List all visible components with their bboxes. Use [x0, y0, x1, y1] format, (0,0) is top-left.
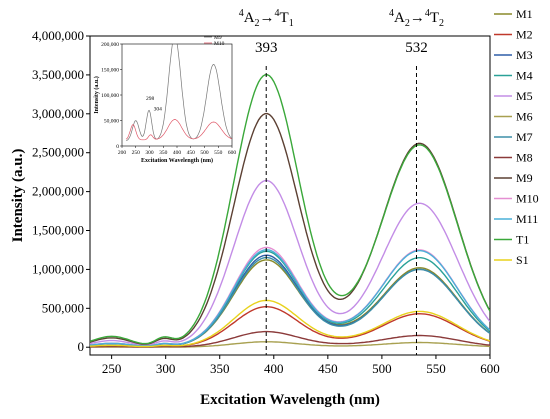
- inset-y-tick-label: 200,000: [101, 42, 119, 48]
- x-tick-label: 400: [264, 361, 284, 376]
- x-tick-label: 500: [372, 361, 392, 376]
- inset-x-tick-label: 600: [228, 150, 237, 156]
- inset-x-tick-label: 500: [200, 150, 209, 156]
- y-tick-label: 2,500,000: [32, 145, 84, 160]
- legend-label-m11: M11: [516, 212, 538, 226]
- y-tick-label: 2,000,000: [32, 184, 84, 199]
- x-tick-label: 350: [210, 361, 230, 376]
- series-line-m10: [90, 246, 490, 347]
- inset-x-axis-title: Excitation Wavelength (nm): [141, 157, 213, 164]
- legend-label-m3: M3: [516, 48, 533, 62]
- series-line-s1: [90, 299, 490, 348]
- y-tick-label: 3,500,000: [32, 67, 84, 82]
- series-line-m4: [90, 250, 490, 347]
- inset-frame: [121, 43, 233, 147]
- legend-label-m6: M6: [516, 110, 533, 124]
- inset-legend-label-m10: M10: [214, 41, 225, 47]
- inset-series-line-m9: [125, 43, 232, 141]
- x-tick-label: 250: [102, 361, 122, 376]
- plot-frame: [89, 35, 491, 356]
- x-tick-label: 450: [318, 361, 338, 376]
- legend-label-m4: M4: [516, 69, 533, 83]
- legend-label-m5: M5: [516, 89, 533, 103]
- main-plot-area: 250 300 350 400 450 500 550 600 0 500,000 1,000,00…: [32, 28, 500, 376]
- x-tick-label: 550: [426, 361, 446, 376]
- inset-peak-label: 304: [154, 106, 163, 112]
- inset-x-tick-label: 400: [173, 150, 182, 156]
- inset-y-tick-label: 0: [116, 144, 119, 150]
- y-tick-label: 0: [78, 339, 85, 354]
- legend-label-m9: M9: [516, 171, 533, 185]
- y-axis-title: Intensity (a.u.): [10, 149, 26, 243]
- legend: M1 M2 M3 M4 M5 M6 M7 M8 M9 M10 M11 T1 S1: [494, 7, 539, 267]
- y-tick-label: 1,500,000: [32, 223, 84, 238]
- transition-label-part: →: [260, 10, 275, 26]
- y-tick-label: 1,000,000: [32, 261, 84, 276]
- transition-label-part: A: [244, 10, 255, 26]
- y-tick-label: 3,000,000: [32, 106, 84, 121]
- inset-plot: 200 250 300 350 400 450 500 550 600 0 50,000 100,00…: [93, 35, 236, 164]
- transition-label-part: 4: [425, 8, 430, 19]
- series-line-m5: [90, 179, 490, 346]
- inset-x-tick-label: 350: [159, 150, 168, 156]
- x-tick-label: 600: [480, 361, 500, 376]
- y-tick-label: 500,000: [42, 300, 84, 315]
- transition-label-part: →: [410, 10, 425, 26]
- transition-label-part: 4: [389, 8, 394, 19]
- transition-label: 4A2→4T1: [239, 8, 294, 29]
- y-tick-label: 4,000,000: [32, 28, 84, 43]
- series-line-m9: [90, 112, 490, 345]
- inset-x-tick-label: 300: [145, 150, 154, 156]
- legend-label-m10: M10: [516, 192, 539, 206]
- inset-peak-label: 298: [146, 96, 155, 102]
- transition-label: 4A2→4T2: [389, 8, 444, 29]
- x-axis-title: Excitation Wavelength (nm): [200, 392, 380, 408]
- peak-wavelength-label: 393: [255, 40, 278, 56]
- inset-y-tick-label: 150,000: [101, 68, 119, 74]
- transition-label-part: 1: [289, 18, 294, 29]
- peak-wavelength-label: 532: [405, 40, 428, 56]
- transition-label-part: T: [280, 10, 289, 26]
- inset-y-tick-label: 100,000: [101, 93, 119, 99]
- series-lines: [90, 73, 490, 348]
- legend-label-m2: M2: [516, 28, 533, 42]
- x-tick-label: 300: [156, 361, 176, 376]
- transition-label-part: 4: [239, 8, 244, 19]
- legend-label-m8: M8: [516, 151, 533, 165]
- transition-label-part: 2: [405, 18, 410, 29]
- inset-legend-label-m9: M9: [214, 35, 222, 41]
- legend-label-s1: S1: [516, 253, 529, 267]
- inset-x-tick-label: 550: [214, 150, 223, 156]
- transition-label-part: 2: [439, 18, 444, 29]
- inset-series-line-m10: [125, 119, 232, 141]
- inset-x-tick-label: 250: [132, 150, 141, 156]
- transition-label-part: 2: [255, 18, 260, 29]
- inset-x-tick-label: 450: [187, 150, 196, 156]
- series-line-m8: [90, 330, 490, 348]
- series-line-m11: [90, 249, 490, 347]
- transition-label-part: 4: [275, 8, 280, 19]
- transition-label-part: T: [430, 10, 439, 26]
- legend-label-m1: M1: [516, 7, 533, 21]
- inset-x-tick-label: 200: [118, 150, 127, 156]
- inset-y-axis-title: Intensity (a.u.): [93, 76, 100, 114]
- inset-y-tick-label: 50,000: [104, 119, 119, 125]
- series-line-t1: [90, 73, 490, 345]
- legend-label-m7: M7: [516, 130, 533, 144]
- transition-label-part: A: [394, 10, 405, 26]
- legend-label-t1: T1: [516, 233, 529, 247]
